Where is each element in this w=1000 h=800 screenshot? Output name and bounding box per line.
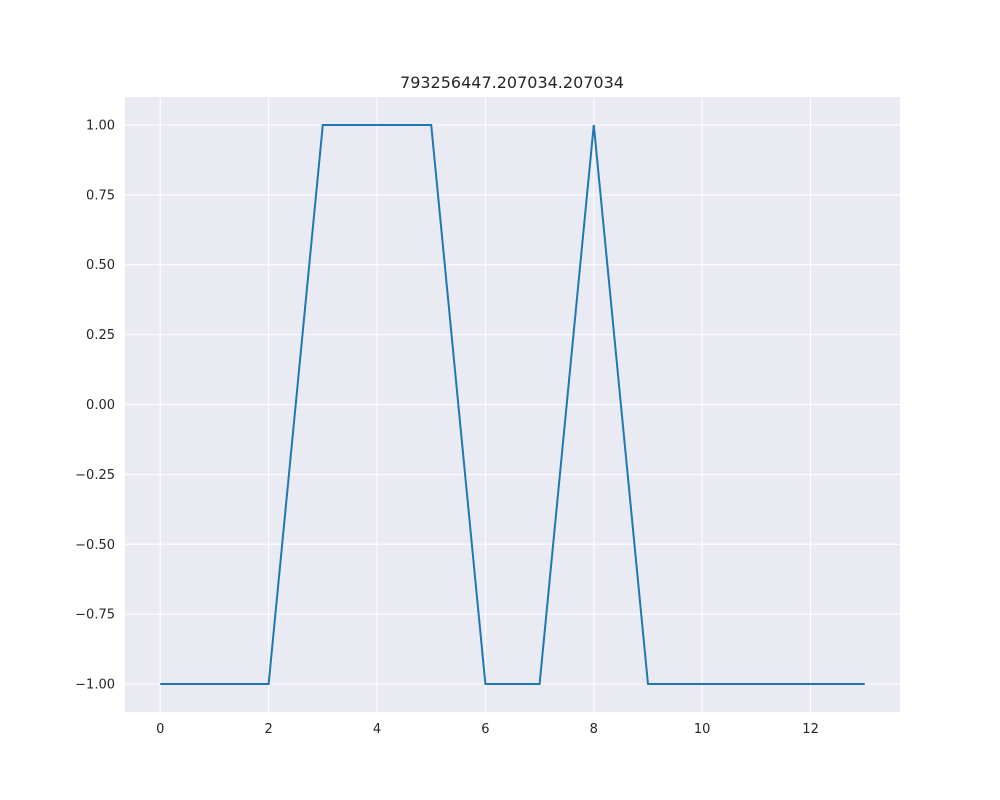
y-tick-label: −1.00 (75, 678, 115, 693)
x-tick-labels: 0 2 4 6 8 10 12 (156, 722, 819, 737)
y-tick-label: 1.00 (86, 118, 115, 133)
y-tick-label: 0.75 (86, 188, 115, 203)
grid-lines (125, 97, 900, 712)
x-tick-label: 0 (156, 722, 164, 737)
x-tick-label: 6 (481, 722, 489, 737)
y-tick-label: 0.50 (86, 258, 115, 273)
series-line (160, 123, 865, 686)
y-tick-label: −0.50 (75, 538, 115, 553)
y-tick-labels: 1.00 0.75 0.50 0.25 0.00 −0.25 −0.50 −0.75 −1.00 (75, 118, 115, 692)
x-tick-label: 12 (802, 722, 819, 737)
y-tick-label: 0.00 (86, 398, 115, 413)
x-tick-label: 10 (694, 722, 711, 737)
series-layer (160, 123, 865, 686)
x-tick-label: 2 (264, 722, 272, 737)
chart-title: 793256447.207034.207034 (400, 73, 624, 92)
y-tick-label: −0.75 (75, 608, 115, 623)
y-tick-label: 0.25 (86, 328, 115, 343)
x-tick-label: 4 (373, 722, 381, 737)
x-tick-label: 8 (590, 722, 598, 737)
y-tick-label: −0.25 (75, 468, 115, 483)
